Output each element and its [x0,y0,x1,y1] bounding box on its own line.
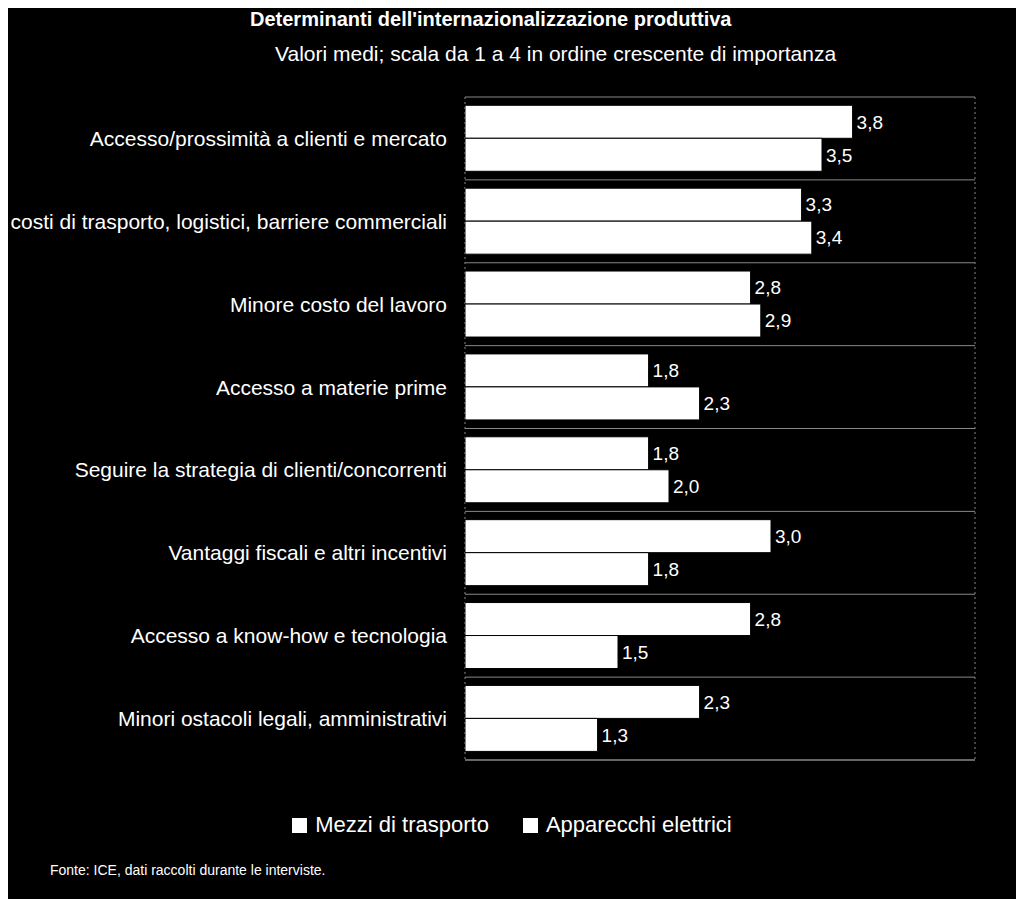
svg-text:3,3: 3,3 [806,194,832,215]
svg-text:1,8: 1,8 [653,559,679,580]
svg-text:3,0: 3,0 [775,526,801,547]
svg-text:2,9: 2,9 [765,310,791,331]
svg-text:2,8: 2,8 [755,277,781,298]
svg-text:1,8: 1,8 [653,443,679,464]
svg-text:Accesso a materie prime: Accesso a materie prime [216,376,447,399]
svg-text:Accesso/prossimità a clienti e: Accesso/prossimità a clienti e mercato [90,127,447,150]
svg-text:3,4: 3,4 [816,227,843,248]
svg-text:Minori costi di trasporto, log: Minori costi di trasporto, logistici, ba… [8,210,447,233]
svg-text:Seguire la strategia di client: Seguire la strategia di clienti/concorre… [75,458,447,481]
svg-text:1,3: 1,3 [602,725,628,746]
svg-text:1,8: 1,8 [653,360,679,381]
html-text:Fonte: ICE, dati raccolti dura: Fonte: ICE, dati raccolti durante le int… [50,862,326,878]
svg-text:Vantaggi fiscali e altri incen: Vantaggi fiscali e altri incentivi [168,541,447,564]
svg-text:3,8: 3,8 [857,112,883,133]
svg-text:2,3: 2,3 [704,692,730,713]
svg-text:1,5: 1,5 [622,642,648,663]
svg-text:Minori ostacoli legali, ammini: Minori ostacoli legali, amministrativi [118,707,447,730]
svg-text:2,8: 2,8 [755,609,781,630]
svg-text:2,0: 2,0 [673,476,699,497]
html-text:Valori medi; scala da 1 a 4 in: Valori medi; scala da 1 a 4 in ordine cr… [275,42,837,65]
svg-text:3,5: 3,5 [826,145,852,166]
html-text:Determinanti dell'internaziona: Determinanti dell'internazionalizzazione… [250,8,732,30]
html-text:Apparecchi elettrici: Apparecchi elettrici [545,812,732,837]
svg-text:2,3: 2,3 [704,393,730,414]
html-text:Mezzi di trasporto: Mezzi di trasporto [315,812,489,837]
svg-text:Minore costo del lavoro: Minore costo del lavoro [230,293,447,316]
svg-text:Accesso a know-how e tecnologi: Accesso a know-how e tecnologia [131,624,448,647]
